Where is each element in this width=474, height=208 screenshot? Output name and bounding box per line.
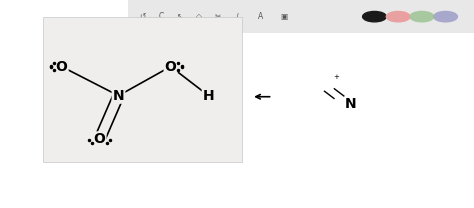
Text: O: O [164,59,177,74]
Circle shape [386,11,410,22]
Circle shape [434,11,457,22]
Text: H: H [203,89,214,103]
Text: N: N [113,89,124,103]
Bar [43,17,242,162]
Circle shape [363,11,386,22]
Text: +: + [334,74,339,80]
Text: ▣: ▣ [281,12,288,21]
Text: N: N [345,97,356,111]
Circle shape [410,11,434,22]
Text: O: O [55,59,68,74]
Bar [128,0,474,33]
Text: ↺: ↺ [139,12,146,21]
Text: ↖: ↖ [177,12,183,21]
Text: C: C [158,12,164,21]
Text: O: O [93,132,106,146]
Text: ◇: ◇ [196,12,202,21]
Text: /: / [236,12,238,21]
Text: A: A [258,12,264,21]
Text: ✂: ✂ [215,12,221,21]
